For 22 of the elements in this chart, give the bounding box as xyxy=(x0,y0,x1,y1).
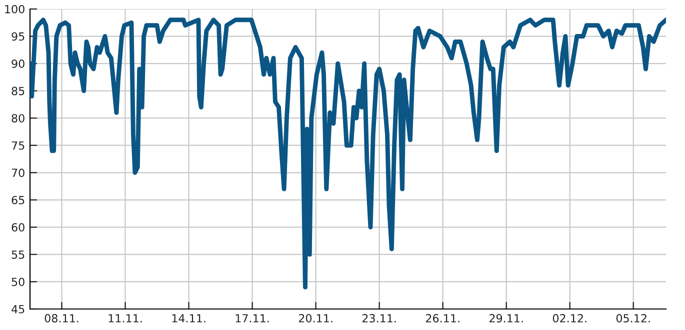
x-tick-label: 23.11. xyxy=(362,314,396,322)
y-tick-label: 85 xyxy=(12,86,24,96)
y-tick-label: 60 xyxy=(12,223,24,232)
y-tick-label: 45 xyxy=(12,305,24,314)
y-tick-label: 55 xyxy=(12,250,24,259)
x-tick-label: 14.11. xyxy=(172,314,206,322)
y-tick-label: 95 xyxy=(12,32,24,41)
x-tick-label: 17.11. xyxy=(236,314,269,322)
y-tick-label: 100 xyxy=(5,4,24,14)
x-tick-label: 05.12. xyxy=(616,314,650,322)
x-tick-label: 26.11. xyxy=(426,314,460,322)
y-tick-label: 75 xyxy=(12,141,24,150)
y-tick-label: 50 xyxy=(12,278,24,286)
y-tick-label: 90 xyxy=(12,60,24,68)
x-tick-label: 29.11. xyxy=(489,314,523,322)
y-tick-label: 70 xyxy=(12,168,24,178)
x-tick-label: 11.11. xyxy=(108,314,142,322)
x-tick-label: 02.12. xyxy=(552,314,586,322)
x-tick-label: 20.11. xyxy=(298,314,332,322)
y-tick-label: 65 xyxy=(12,196,24,204)
y-tick-label: 80 xyxy=(12,114,24,122)
x-tick-label: 08.11. xyxy=(44,314,78,322)
